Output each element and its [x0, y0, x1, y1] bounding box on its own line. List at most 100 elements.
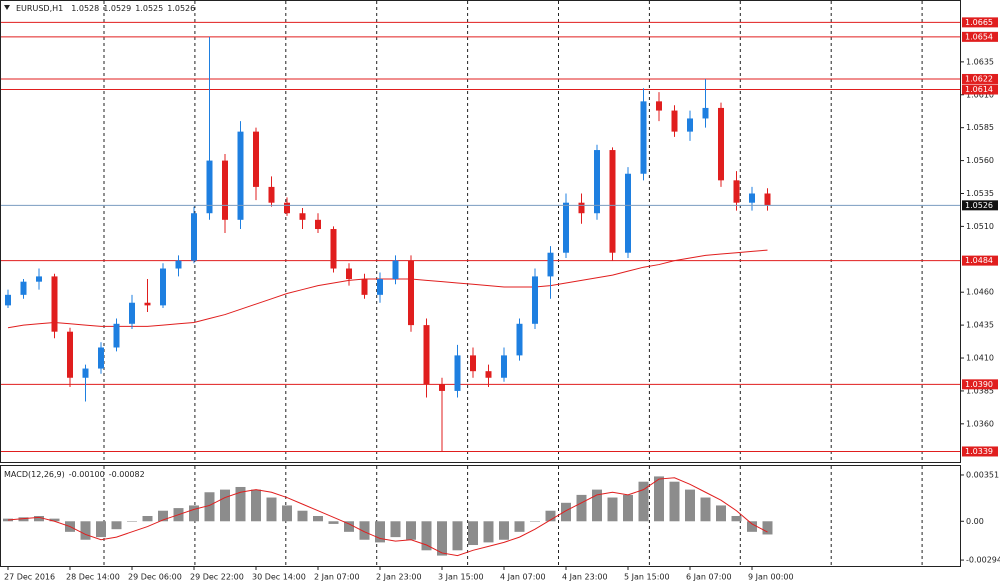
candle-body — [160, 268, 166, 306]
macd-bar — [204, 492, 215, 522]
candle-body — [222, 160, 228, 220]
macd-bar — [3, 518, 13, 522]
candle-body — [764, 193, 771, 206]
macd-bar — [669, 481, 680, 522]
y-tick-label: 1.0460 — [966, 288, 994, 297]
macd-bar — [530, 521, 540, 522]
macd-bar — [421, 521, 432, 551]
candle-body — [36, 276, 42, 282]
macd-bar — [266, 497, 277, 522]
macd-bar — [142, 516, 153, 522]
macd-bar — [514, 521, 525, 532]
macd-bar — [34, 516, 44, 522]
macd-bar — [499, 521, 509, 540]
candle-body — [516, 323, 523, 356]
ohlc-value: 1.0529 — [103, 4, 131, 13]
macd-header: MACD(12,26,9) -0.00100 -0.00082 — [4, 470, 145, 479]
x-tick-label: 29 Dec 06:00 — [128, 573, 182, 582]
header-icon — [4, 5, 10, 10]
x-tick-label: 30 Dec 14:00 — [252, 573, 306, 582]
macd-bar — [189, 505, 199, 522]
macd-bar — [592, 489, 602, 522]
macd-bar — [654, 476, 664, 522]
macd-bar — [375, 521, 385, 543]
macd-bar — [313, 516, 323, 522]
x-tick-label: 29 Dec 22:00 — [190, 573, 244, 582]
y-tick-label: 1.0510 — [966, 222, 994, 231]
macd-bar — [452, 521, 463, 551]
macd-bar — [80, 521, 91, 540]
macd-bar — [235, 486, 246, 522]
y-tick-label: 1.0410 — [966, 354, 994, 363]
macd-bar — [111, 521, 122, 530]
y-tick-label: 0.00 — [966, 517, 984, 526]
macd-bar — [127, 521, 137, 522]
level-label-box — [962, 84, 998, 95]
y-tick-label: 1.0535 — [966, 189, 994, 198]
level-label: 1.0484 — [965, 256, 993, 265]
level-label-box — [962, 31, 998, 42]
macd-bar — [390, 521, 401, 538]
candle-body — [439, 384, 445, 391]
macd-bar — [638, 481, 649, 522]
candle-body — [656, 101, 662, 111]
candle-body — [609, 150, 616, 253]
level-label-box — [962, 446, 998, 457]
candle-body — [330, 229, 337, 269]
candle-body — [408, 260, 414, 326]
macd-bar — [762, 521, 773, 535]
candle-body — [20, 281, 27, 295]
signal-line — [7, 477, 768, 557]
macd-bar — [359, 521, 370, 540]
candle-body — [206, 160, 213, 214]
macd-bar — [545, 510, 556, 522]
level-label-box — [962, 255, 998, 266]
candle-body — [175, 260, 182, 269]
candle-body — [733, 180, 740, 203]
candle-body — [377, 279, 383, 295]
candle-body — [594, 150, 600, 214]
candle-body — [749, 193, 755, 203]
moving-average — [7, 249, 768, 329]
candle-body — [578, 202, 585, 214]
candle-body — [253, 131, 259, 187]
macd-bar — [437, 521, 447, 556]
candle-body — [5, 294, 11, 306]
indicator-name: MACD(12,26,9) — [4, 470, 65, 479]
macd-bar — [685, 489, 695, 522]
symbol: EURUSD,H1 — [16, 4, 63, 13]
candle-body — [501, 355, 507, 378]
x-tick-label: 5 Jan 15:00 — [624, 573, 670, 582]
macd-bar — [561, 502, 571, 522]
candle-body — [98, 347, 104, 369]
candle-body — [144, 302, 151, 306]
ohlc-value: 1.0525 — [135, 4, 163, 13]
candle-body — [361, 279, 368, 295]
candle-body — [237, 131, 244, 220]
candle-body — [640, 101, 647, 174]
macd-bar — [716, 505, 726, 522]
macd-bar — [344, 521, 354, 532]
candle-body — [51, 276, 58, 332]
macd-bar — [607, 497, 618, 522]
level-label-box — [962, 17, 998, 28]
macd-bar — [158, 510, 168, 522]
macd-bar — [747, 521, 757, 532]
macd-bar — [220, 489, 230, 522]
main-frame — [0, 0, 961, 463]
candle-body — [82, 368, 89, 378]
x-tick-label: 2 Jan 23:00 — [376, 573, 422, 582]
candle-body — [485, 371, 492, 378]
candle-body — [563, 202, 569, 253]
indicator-reading: -0.00100 — [69, 470, 105, 479]
indicator-reading: -0.00082 — [109, 470, 145, 479]
candle-body — [671, 110, 678, 132]
macd-bar — [406, 521, 416, 540]
x-tick-label: 4 Jan 07:00 — [500, 573, 546, 582]
macd-bar — [251, 489, 261, 522]
price-label-box — [962, 200, 998, 211]
level-label-box — [962, 73, 998, 84]
x-tick-label: 4 Jan 23:00 — [562, 573, 608, 582]
